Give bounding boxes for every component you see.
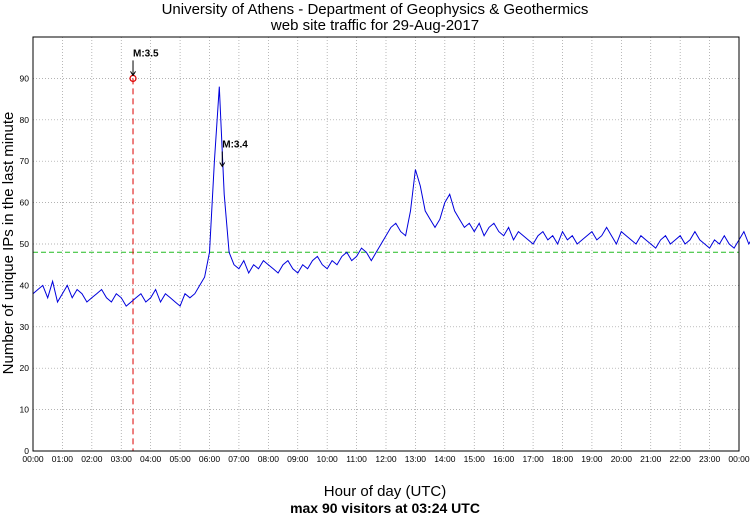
- series-layer: [32, 86, 750, 307]
- x-tick-labels: 00:00 01:00 02:00 03:00 04:00 05:00 06:00 07:00…: [22, 454, 750, 464]
- x-tick-label: 14:00: [434, 454, 456, 464]
- x-tick-label: 15:00: [464, 454, 486, 464]
- x-tick-label: 01:00: [52, 454, 74, 464]
- plot-frame: [32, 36, 740, 452]
- y-tick-label: 30: [20, 322, 30, 332]
- x-tick-label: 22:00: [670, 454, 692, 464]
- x-tick-label: 16:00: [493, 454, 515, 464]
- event-label: M:3.4: [222, 139, 248, 150]
- chart-title-line-2: web site traffic for 29-Aug-2017: [270, 17, 479, 34]
- y-tick-label: 40: [20, 280, 30, 290]
- y-tick-label: 10: [20, 405, 30, 415]
- x-tick-label: 08:00: [258, 454, 280, 464]
- y-tick-label: 60: [20, 198, 30, 208]
- x-tick-label: 06:00: [199, 454, 221, 464]
- chart-title-line-1: University of Athens - Department of Geo…: [162, 1, 589, 18]
- event-arrow-head: [219, 162, 226, 168]
- traffic-series-line: [32, 86, 750, 307]
- y-tick-label: 20: [20, 363, 30, 373]
- x-tick-label: 13:00: [405, 454, 427, 464]
- x-tick-label: 21:00: [640, 454, 662, 464]
- x-tick-label: 17:00: [522, 454, 544, 464]
- x-tick-label: 18:00: [552, 454, 574, 464]
- x-tick-label: 20:00: [611, 454, 633, 464]
- x-tick-label: 07:00: [228, 454, 250, 464]
- x-tick-label: 05:00: [169, 454, 191, 464]
- x-tick-label: 19:00: [581, 454, 603, 464]
- x-tick-label: 10:00: [317, 454, 339, 464]
- x-tick-label: 02:00: [81, 454, 103, 464]
- y-tick-label: 80: [20, 115, 30, 125]
- chart-caption: max 90 visitors at 03:24 UTC: [290, 500, 480, 515]
- y-axis-label: Number of unique IPs in the last minute: [0, 112, 17, 375]
- grid: [33, 37, 739, 451]
- y-tick-label: 0: [24, 446, 29, 456]
- x-tick-label: 04:00: [140, 454, 162, 464]
- x-tick-label: 00:00: [22, 454, 44, 464]
- x-tick-label: 23:00: [699, 454, 721, 464]
- marker-layer: M:3.5 M:3.4: [129, 48, 248, 168]
- y-tick-labels: 0 10 20 30 40 50 60 70 80 90: [20, 73, 30, 456]
- y-tick-label: 70: [20, 156, 30, 166]
- x-tick-label: 12:00: [375, 454, 397, 464]
- x-tick-label: 03:00: [111, 454, 133, 464]
- x-axis-label: Hour of day (UTC): [324, 483, 447, 500]
- y-tick-label: 50: [20, 239, 30, 249]
- x-tick-label: 11:00: [346, 454, 367, 464]
- event-label: M:3.5: [133, 48, 159, 59]
- x-tick-label: 00:00: [728, 454, 750, 464]
- event-arrow-head: [130, 71, 136, 77]
- y-tick-label: 90: [20, 73, 30, 83]
- x-tick-label: 09:00: [287, 454, 309, 464]
